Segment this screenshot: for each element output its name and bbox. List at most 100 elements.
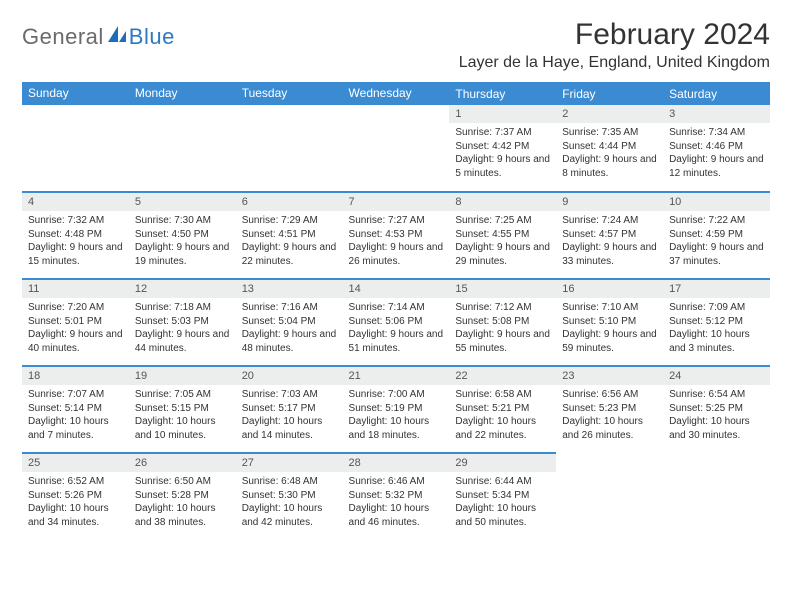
day-content: Sunrise: 7:00 AMSunset: 5:19 PMDaylight:… xyxy=(343,385,450,452)
calendar-cell: 18Sunrise: 7:07 AMSunset: 5:14 PMDayligh… xyxy=(22,366,129,453)
calendar-cell: 13Sunrise: 7:16 AMSunset: 5:04 PMDayligh… xyxy=(236,279,343,366)
day-content: Sunrise: 7:22 AMSunset: 4:59 PMDaylight:… xyxy=(663,211,770,278)
calendar-cell: 27Sunrise: 6:48 AMSunset: 5:30 PMDayligh… xyxy=(236,453,343,539)
calendar-week-row: 18Sunrise: 7:07 AMSunset: 5:14 PMDayligh… xyxy=(22,366,770,453)
dayhdr-sat: Saturday xyxy=(663,82,770,105)
day-content: Sunrise: 7:24 AMSunset: 4:57 PMDaylight:… xyxy=(556,211,663,278)
day-number: 25 xyxy=(22,454,129,472)
dayhdr-mon: Monday xyxy=(129,82,236,105)
day-number: 6 xyxy=(236,193,343,211)
day-number: 29 xyxy=(449,454,556,472)
month-title: February 2024 xyxy=(459,18,770,52)
calendar-cell: 1Sunrise: 7:37 AMSunset: 4:42 PMDaylight… xyxy=(449,105,556,192)
header: General Blue February 2024 Layer de la H… xyxy=(22,18,770,72)
day-number: 24 xyxy=(663,367,770,385)
day-content: Sunrise: 7:09 AMSunset: 5:12 PMDaylight:… xyxy=(663,298,770,365)
calendar-cell xyxy=(663,453,770,539)
day-content: Sunrise: 7:37 AMSunset: 4:42 PMDaylight:… xyxy=(449,123,556,190)
title-block: February 2024 Layer de la Haye, England,… xyxy=(459,18,770,72)
calendar-table: Sunday Monday Tuesday Wednesday Thursday… xyxy=(22,82,770,539)
calendar-cell: 29Sunrise: 6:44 AMSunset: 5:34 PMDayligh… xyxy=(449,453,556,539)
day-number: 8 xyxy=(449,193,556,211)
calendar-cell: 10Sunrise: 7:22 AMSunset: 4:59 PMDayligh… xyxy=(663,192,770,279)
dayhdr-wed: Wednesday xyxy=(343,82,450,105)
day-content: Sunrise: 6:52 AMSunset: 5:26 PMDaylight:… xyxy=(22,472,129,539)
day-content: Sunrise: 7:14 AMSunset: 5:06 PMDaylight:… xyxy=(343,298,450,365)
calendar-cell: 24Sunrise: 6:54 AMSunset: 5:25 PMDayligh… xyxy=(663,366,770,453)
calendar-cell xyxy=(556,453,663,539)
calendar-cell: 4Sunrise: 7:32 AMSunset: 4:48 PMDaylight… xyxy=(22,192,129,279)
day-number: 27 xyxy=(236,454,343,472)
location: Layer de la Haye, England, United Kingdo… xyxy=(459,54,770,72)
day-number: 21 xyxy=(343,367,450,385)
calendar-cell xyxy=(343,105,450,192)
day-number: 18 xyxy=(22,367,129,385)
logo-text-blue: Blue xyxy=(129,24,175,50)
calendar-cell: 28Sunrise: 6:46 AMSunset: 5:32 PMDayligh… xyxy=(343,453,450,539)
day-number: 10 xyxy=(663,193,770,211)
calendar-cell: 23Sunrise: 6:56 AMSunset: 5:23 PMDayligh… xyxy=(556,366,663,453)
day-content: Sunrise: 7:34 AMSunset: 4:46 PMDaylight:… xyxy=(663,123,770,190)
day-content: Sunrise: 7:10 AMSunset: 5:10 PMDaylight:… xyxy=(556,298,663,365)
calendar-week-row: 11Sunrise: 7:20 AMSunset: 5:01 PMDayligh… xyxy=(22,279,770,366)
calendar-cell: 15Sunrise: 7:12 AMSunset: 5:08 PMDayligh… xyxy=(449,279,556,366)
calendar-cell: 17Sunrise: 7:09 AMSunset: 5:12 PMDayligh… xyxy=(663,279,770,366)
day-number: 2 xyxy=(556,105,663,123)
calendar-cell: 21Sunrise: 7:00 AMSunset: 5:19 PMDayligh… xyxy=(343,366,450,453)
calendar-cell xyxy=(236,105,343,192)
day-content: Sunrise: 6:58 AMSunset: 5:21 PMDaylight:… xyxy=(449,385,556,452)
day-number: 4 xyxy=(22,193,129,211)
day-content: Sunrise: 7:12 AMSunset: 5:08 PMDaylight:… xyxy=(449,298,556,365)
day-content: Sunrise: 7:18 AMSunset: 5:03 PMDaylight:… xyxy=(129,298,236,365)
logo-sail-icon xyxy=(107,25,127,48)
calendar-cell: 16Sunrise: 7:10 AMSunset: 5:10 PMDayligh… xyxy=(556,279,663,366)
day-content: Sunrise: 6:54 AMSunset: 5:25 PMDaylight:… xyxy=(663,385,770,452)
day-number: 17 xyxy=(663,280,770,298)
calendar-cell: 19Sunrise: 7:05 AMSunset: 5:15 PMDayligh… xyxy=(129,366,236,453)
calendar-cell xyxy=(22,105,129,192)
calendar-cell: 14Sunrise: 7:14 AMSunset: 5:06 PMDayligh… xyxy=(343,279,450,366)
calendar-cell xyxy=(129,105,236,192)
day-number: 23 xyxy=(556,367,663,385)
day-content: Sunrise: 7:30 AMSunset: 4:50 PMDaylight:… xyxy=(129,211,236,278)
day-number: 3 xyxy=(663,105,770,123)
logo: General Blue xyxy=(22,24,175,50)
calendar-cell: 12Sunrise: 7:18 AMSunset: 5:03 PMDayligh… xyxy=(129,279,236,366)
day-number: 11 xyxy=(22,280,129,298)
day-number: 1 xyxy=(449,105,556,123)
day-content: Sunrise: 7:32 AMSunset: 4:48 PMDaylight:… xyxy=(22,211,129,278)
day-number: 15 xyxy=(449,280,556,298)
day-content: Sunrise: 7:20 AMSunset: 5:01 PMDaylight:… xyxy=(22,298,129,365)
day-content: Sunrise: 7:07 AMSunset: 5:14 PMDaylight:… xyxy=(22,385,129,452)
day-number: 5 xyxy=(129,193,236,211)
day-content: Sunrise: 7:03 AMSunset: 5:17 PMDaylight:… xyxy=(236,385,343,452)
calendar-cell: 9Sunrise: 7:24 AMSunset: 4:57 PMDaylight… xyxy=(556,192,663,279)
day-content: Sunrise: 6:48 AMSunset: 5:30 PMDaylight:… xyxy=(236,472,343,539)
day-number: 16 xyxy=(556,280,663,298)
day-number: 9 xyxy=(556,193,663,211)
calendar-cell: 22Sunrise: 6:58 AMSunset: 5:21 PMDayligh… xyxy=(449,366,556,453)
calendar-week-row: 4Sunrise: 7:32 AMSunset: 4:48 PMDaylight… xyxy=(22,192,770,279)
calendar-cell: 3Sunrise: 7:34 AMSunset: 4:46 PMDaylight… xyxy=(663,105,770,192)
day-content: Sunrise: 7:05 AMSunset: 5:15 PMDaylight:… xyxy=(129,385,236,452)
day-number: 20 xyxy=(236,367,343,385)
day-content: Sunrise: 6:46 AMSunset: 5:32 PMDaylight:… xyxy=(343,472,450,539)
day-content: Sunrise: 6:56 AMSunset: 5:23 PMDaylight:… xyxy=(556,385,663,452)
calendar-cell: 11Sunrise: 7:20 AMSunset: 5:01 PMDayligh… xyxy=(22,279,129,366)
calendar-cell: 5Sunrise: 7:30 AMSunset: 4:50 PMDaylight… xyxy=(129,192,236,279)
day-number: 19 xyxy=(129,367,236,385)
dayhdr-fri: Friday xyxy=(556,82,663,105)
calendar-week-row: 1Sunrise: 7:37 AMSunset: 4:42 PMDaylight… xyxy=(22,105,770,192)
day-number: 12 xyxy=(129,280,236,298)
day-content: Sunrise: 7:35 AMSunset: 4:44 PMDaylight:… xyxy=(556,123,663,190)
day-content: Sunrise: 6:44 AMSunset: 5:34 PMDaylight:… xyxy=(449,472,556,539)
day-number: 22 xyxy=(449,367,556,385)
dayhdr-tue: Tuesday xyxy=(236,82,343,105)
calendar-cell: 2Sunrise: 7:35 AMSunset: 4:44 PMDaylight… xyxy=(556,105,663,192)
day-number: 13 xyxy=(236,280,343,298)
day-content: Sunrise: 7:25 AMSunset: 4:55 PMDaylight:… xyxy=(449,211,556,278)
calendar-cell: 25Sunrise: 6:52 AMSunset: 5:26 PMDayligh… xyxy=(22,453,129,539)
day-content: Sunrise: 6:50 AMSunset: 5:28 PMDaylight:… xyxy=(129,472,236,539)
calendar-cell: 26Sunrise: 6:50 AMSunset: 5:28 PMDayligh… xyxy=(129,453,236,539)
dayhdr-thu: Thursday xyxy=(449,82,556,105)
